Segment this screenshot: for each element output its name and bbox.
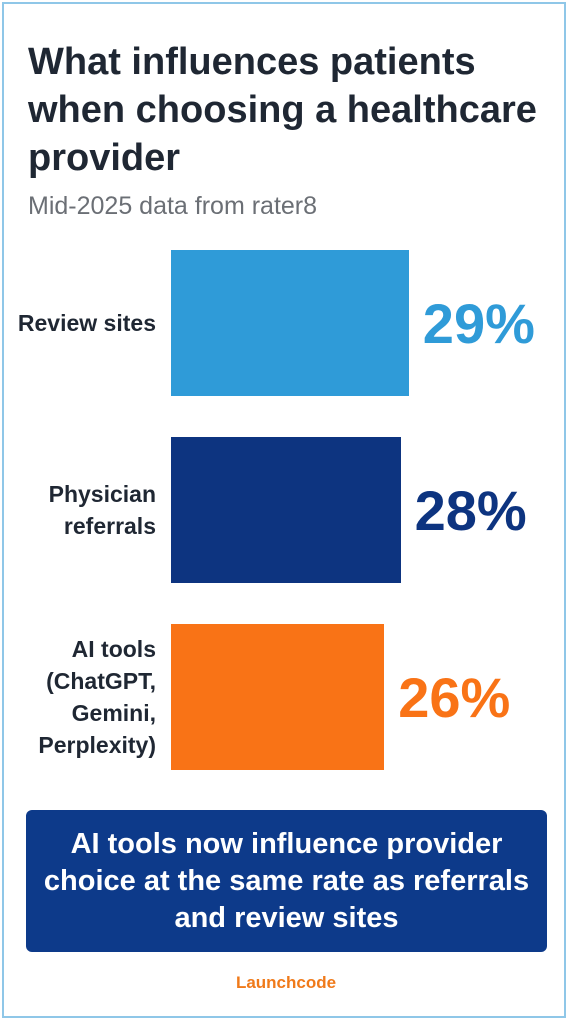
category-label: AI tools (ChatGPT, Gemini, Perplexity)	[38, 636, 156, 758]
category-label: Physician referrals	[48, 481, 156, 539]
bar	[171, 437, 401, 583]
bar	[171, 624, 385, 770]
callout: AI tools now influence provider choice a…	[26, 810, 547, 952]
chart-title: What influences patients when choosing a…	[28, 41, 537, 179]
chart-subtitle: Mid-2025 data from rater8	[28, 192, 318, 220]
value-label: 26%	[398, 665, 511, 729]
category-label: Review sites	[17, 310, 156, 336]
value-label: 29%	[422, 291, 535, 355]
brand-logo: Launchcode	[235, 973, 337, 992]
value-label: 28%	[414, 478, 527, 542]
frame	[2, 2, 566, 1018]
bar	[171, 250, 409, 396]
